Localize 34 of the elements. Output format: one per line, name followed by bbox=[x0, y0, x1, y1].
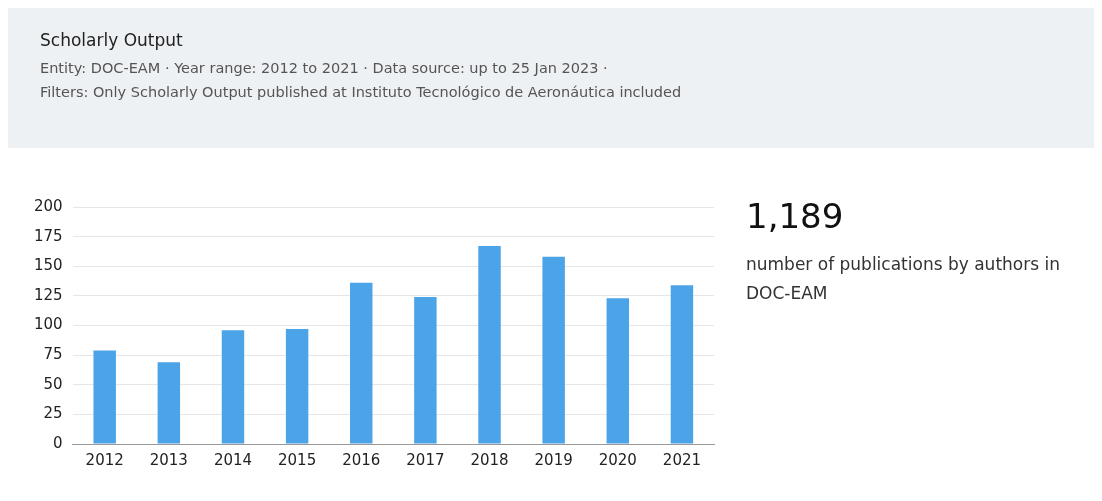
y-tick-label: 200 bbox=[33, 196, 63, 215]
y-tick-label: 150 bbox=[33, 256, 63, 275]
y-tick-label: 25 bbox=[43, 404, 63, 423]
bar bbox=[670, 285, 694, 444]
chart-subtitle: Entity: DOC-EAM · Year range: 2012 to 2021 · Data source: up to 25 Jan 2023 · bbox=[40, 60, 609, 76]
bar bbox=[478, 246, 501, 444]
bar bbox=[542, 256, 565, 444]
text: number of publications by authors in DOC-EAM bbox=[746, 253, 1061, 305]
bar bbox=[606, 298, 630, 444]
x-tick-label: 2020 bbox=[598, 450, 637, 469]
y-tick-label: 0 bbox=[53, 433, 63, 452]
bar bbox=[285, 329, 309, 444]
y-tick-label: 175 bbox=[33, 226, 63, 245]
y-tick-label: 50 bbox=[43, 374, 63, 393]
x-tick-label: 2018 bbox=[470, 450, 509, 469]
x-tick-label: 2013 bbox=[149, 450, 188, 469]
y-tick-label: 125 bbox=[33, 285, 63, 304]
text: 1,189 bbox=[746, 196, 845, 236]
x-tick-label: 2015 bbox=[278, 450, 317, 469]
chart-title: Scholarly Output bbox=[40, 30, 184, 50]
x-tick-label: 2019 bbox=[534, 450, 573, 469]
bar bbox=[157, 362, 181, 444]
x-tick-label: 2021 bbox=[662, 450, 702, 469]
x-tick-label: 2016 bbox=[342, 450, 381, 469]
y-tick-label: 100 bbox=[33, 315, 63, 334]
bar bbox=[221, 330, 245, 444]
text: Filters: Only Scholarly Output published at Instituto Tecnológico de Aeronáutica included bbox=[40, 84, 683, 100]
y-tick-label: 75 bbox=[43, 345, 63, 364]
x-tick-label: 2014 bbox=[213, 450, 253, 469]
bar bbox=[93, 350, 116, 444]
x-tick-label: 2017 bbox=[406, 450, 445, 469]
bar bbox=[414, 297, 437, 444]
bar bbox=[350, 282, 373, 444]
x-tick-label: 2012 bbox=[85, 450, 124, 469]
